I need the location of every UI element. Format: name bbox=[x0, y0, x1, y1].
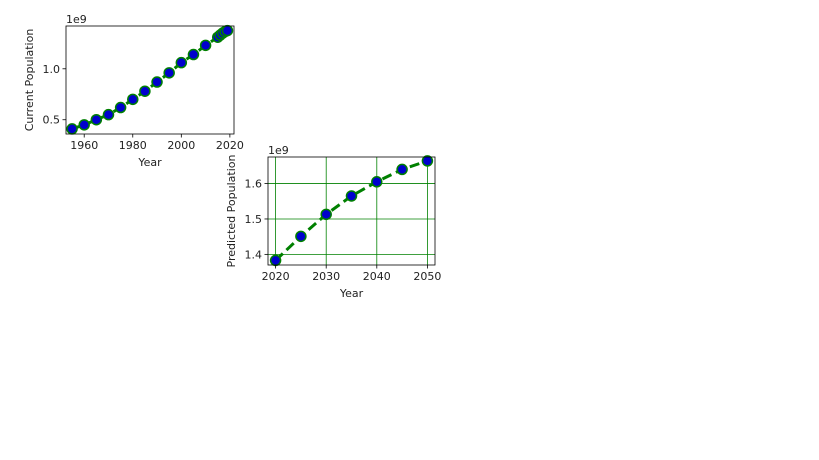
data-point bbox=[221, 24, 234, 37]
y-tick-label: 0.5 bbox=[43, 114, 61, 127]
data-point bbox=[295, 230, 307, 243]
data-point bbox=[269, 254, 282, 267]
x-tick-label: 1980 bbox=[119, 139, 147, 152]
predicted-population-chart: 2020 2030 2040 2050 1.4 1.5 1.6 Year Predicte… bbox=[225, 144, 441, 300]
data-point bbox=[187, 48, 200, 61]
data-point bbox=[345, 190, 358, 202]
current-population-chart: 1960 1980 2000 2020 0.5 1.0 Year Current Pop… bbox=[23, 13, 244, 169]
data-point bbox=[421, 155, 434, 167]
y-tick-label: 1.4 bbox=[245, 248, 263, 261]
y-offset-text: 1e9 bbox=[66, 13, 87, 26]
data-point bbox=[175, 56, 188, 69]
x-tick-label: 2050 bbox=[413, 270, 441, 283]
x-axis-label: Year bbox=[137, 156, 162, 169]
x-tick-label: 2020 bbox=[216, 139, 244, 152]
data-point bbox=[66, 123, 78, 135]
data-point bbox=[396, 163, 408, 176]
y-tick-label: 1.0 bbox=[43, 63, 61, 76]
data-point bbox=[199, 39, 212, 52]
data-point bbox=[371, 176, 383, 188]
x-tick-label: 2040 bbox=[363, 270, 391, 283]
data-point bbox=[102, 108, 115, 121]
plot-frame bbox=[267, 156, 436, 266]
data-point bbox=[163, 67, 175, 79]
data-point bbox=[320, 208, 332, 221]
x-tick-label: 2000 bbox=[167, 139, 195, 152]
data-point bbox=[90, 113, 103, 126]
data-point bbox=[114, 101, 127, 114]
x-axis-label: Year bbox=[339, 287, 364, 300]
plot-frame bbox=[65, 25, 235, 135]
x-tick-label: 2020 bbox=[262, 270, 290, 283]
y-axis-label: Predicted Population bbox=[225, 155, 238, 268]
y-tick-label: 1.6 bbox=[245, 178, 263, 191]
data-point bbox=[127, 93, 139, 106]
x-tick-label: 2030 bbox=[312, 270, 340, 283]
y-axis-label: Current Population bbox=[23, 29, 36, 132]
data-point bbox=[151, 76, 163, 88]
series-line bbox=[274, 159, 428, 262]
data-point bbox=[139, 85, 151, 97]
y-offset-text: 1e9 bbox=[268, 144, 289, 157]
data-point bbox=[78, 119, 90, 131]
y-tick-label: 1.5 bbox=[245, 213, 263, 226]
x-tick-label: 1960 bbox=[70, 139, 98, 152]
